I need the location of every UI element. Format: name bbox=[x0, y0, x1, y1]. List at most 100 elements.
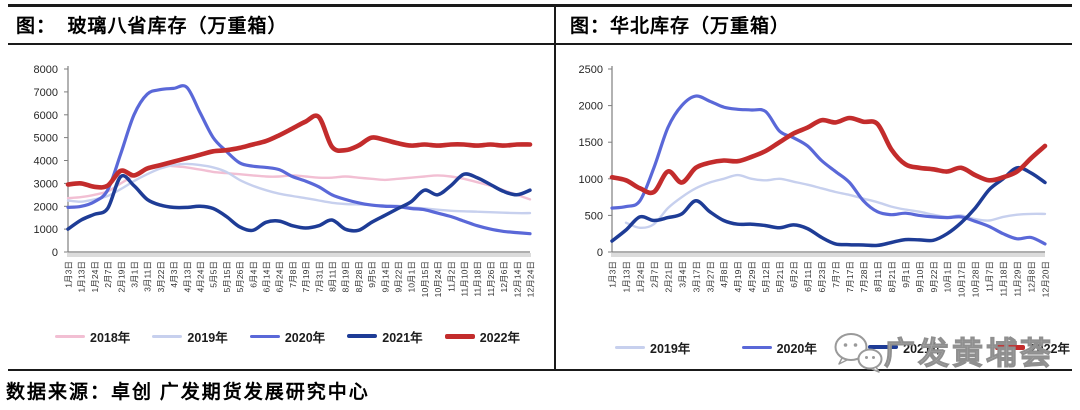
right-line-chart: 0 500 1000 1500 2000 2500 1月3日 1月13日 1月24日 2月7日 2月… bbox=[579, 64, 1051, 297]
legend-label: 2018年 bbox=[90, 330, 131, 345]
y-axis-label: 6000 bbox=[34, 110, 58, 122]
watermark: 广发黄埔荟 bbox=[832, 330, 1054, 376]
title-separator-line bbox=[8, 43, 1072, 45]
x-axis-label: 9月1日 bbox=[901, 261, 911, 288]
x-axis-label: 11月10日 bbox=[460, 261, 470, 297]
series-line-2019年 bbox=[624, 173, 1047, 230]
x-axis-label: 10月1日 bbox=[407, 261, 417, 293]
x-axis-label: 12月6日 bbox=[499, 261, 509, 293]
right-chart-legend: 2019年 2020年 2021年 2022年 bbox=[615, 338, 1070, 357]
legend-swatch bbox=[994, 344, 1025, 350]
x-axis-label: 10月17日 bbox=[957, 261, 967, 297]
x-axis-label: 5月12日 bbox=[761, 261, 771, 293]
watermark-text: 广发黄埔荟 bbox=[884, 335, 1054, 371]
legend-item-2018年: 2018年 bbox=[55, 327, 130, 346]
x-axis-label: 2月7日 bbox=[103, 261, 113, 288]
x-axis-label: 3月4日 bbox=[677, 261, 687, 288]
x-axis-label: 6月23日 bbox=[817, 261, 827, 293]
x-axis-label: 6月2日 bbox=[789, 261, 799, 288]
x-axis-label: 8月11日 bbox=[328, 261, 338, 292]
legend-item-2021年: 2021年 bbox=[347, 327, 423, 346]
legend-item-2022年: 2022年 bbox=[444, 327, 520, 346]
legend-item-2019年: 2019年 bbox=[152, 327, 228, 346]
series-line-2022年 bbox=[609, 115, 1048, 196]
x-axis-label: 3月1日 bbox=[130, 261, 140, 288]
x-axis-label: 7月17日 bbox=[845, 261, 855, 293]
x-axis-label: 7月28日 bbox=[859, 261, 869, 293]
x-axis-label: 11月2日 bbox=[446, 261, 456, 292]
x-axis-label: 1月24日 bbox=[90, 261, 100, 293]
x-axis-label: 1月3日 bbox=[64, 261, 74, 288]
y-axis-label: 500 bbox=[585, 210, 603, 222]
left-chart-title: 图： 玻璃八省库存（万重箱） bbox=[16, 16, 288, 37]
x-axis-label: 3月17日 bbox=[691, 261, 701, 293]
bottom-border-line bbox=[8, 369, 1072, 371]
x-axis-label: 11月7日 bbox=[985, 261, 995, 292]
x-axis-label: 11月18日 bbox=[999, 261, 1009, 297]
x-axis-label: 9月22日 bbox=[394, 261, 404, 293]
x-axis-label: 5月5日 bbox=[209, 261, 219, 288]
legend-label: 2019年 bbox=[187, 330, 228, 345]
x-axis-label: 3月11日 bbox=[143, 261, 153, 292]
x-axis-label: 11月18日 bbox=[473, 261, 483, 297]
x-axis-label: 9月14日 bbox=[380, 261, 390, 293]
y-axis-label: 0 bbox=[52, 247, 58, 259]
legend-swatch bbox=[444, 333, 475, 339]
legend-label: 2022年 bbox=[1029, 341, 1070, 356]
legend-item-2022年: 2022年 bbox=[994, 338, 1070, 357]
right-chart-title: 图：华北库存（万重箱） bbox=[570, 16, 791, 37]
x-axis-label: 1月13日 bbox=[622, 261, 632, 293]
x-axis-label: 12月14日 bbox=[512, 261, 522, 297]
legend-swatch bbox=[55, 334, 85, 338]
y-axis-label: 1000 bbox=[579, 174, 603, 186]
y-axis-label: 4000 bbox=[34, 156, 58, 168]
x-axis-label: 10月15日 bbox=[420, 261, 430, 297]
top-border-line bbox=[8, 4, 1072, 7]
y-axis-label: 1000 bbox=[34, 224, 58, 236]
series-line-2020年 bbox=[610, 94, 1047, 246]
legend-swatch bbox=[347, 334, 378, 338]
x-axis-label: 12月8日 bbox=[1027, 261, 1037, 293]
legend-label: 2019年 bbox=[650, 341, 691, 356]
y-axis-label: 2500 bbox=[579, 64, 603, 76]
x-axis-label: 9月10日 bbox=[915, 261, 925, 293]
left-chart-legend: 2018年 2019年 2020年 2021年 2022年 bbox=[55, 327, 520, 346]
legend-swatch bbox=[741, 345, 772, 349]
x-axis-label: 6月14日 bbox=[262, 261, 272, 293]
x-axis-label: 5月15日 bbox=[222, 261, 232, 293]
panel-divider-line bbox=[554, 4, 556, 371]
series-line-2022年 bbox=[65, 113, 533, 190]
y-axis-label: 3000 bbox=[34, 178, 58, 190]
x-axis-label: 9月22日 bbox=[929, 261, 939, 293]
x-axis-label: 8月21日 bbox=[887, 261, 897, 293]
x-axis-label: 4月13日 bbox=[182, 261, 192, 293]
x-axis-label: 2月7日 bbox=[649, 261, 659, 288]
x-axis-label: 6月11日 bbox=[803, 261, 813, 292]
left-line-chart: 0 1000 2000 3000 4000 5000 6000 7000 8000 1月3日 1月1… bbox=[34, 64, 536, 297]
legend-swatch bbox=[615, 345, 645, 349]
x-axis-label: 10月28日 bbox=[971, 261, 981, 297]
series-line-2019年 bbox=[66, 162, 532, 215]
y-axis-label: 2000 bbox=[34, 201, 58, 213]
legend-label: 2020年 bbox=[284, 330, 326, 345]
y-axis-label: 7000 bbox=[34, 87, 58, 99]
x-axis-label: 3月27日 bbox=[705, 261, 715, 293]
x-axis-label: 4月24日 bbox=[196, 261, 206, 293]
x-axis-label: 6月4日 bbox=[248, 261, 258, 288]
x-axis-label: 9月5日 bbox=[367, 261, 377, 288]
data-source-note: 数据来源：卓创 广发期货发展研究中心 bbox=[6, 382, 370, 403]
x-axis-label: 8月19日 bbox=[341, 261, 351, 293]
x-axis-label: 5月26日 bbox=[235, 261, 245, 293]
x-axis-label: 4月29日 bbox=[747, 261, 757, 293]
x-axis-label: 12月20日 bbox=[1041, 261, 1051, 297]
x-axis-label: 5月21日 bbox=[775, 261, 785, 293]
series-line-2020年 bbox=[66, 84, 532, 236]
x-axis-minor-ticks bbox=[67, 253, 531, 257]
x-axis-label: 1月13日 bbox=[77, 261, 87, 293]
x-axis-label: 8月11日 bbox=[873, 261, 883, 292]
legend-swatch bbox=[249, 334, 280, 338]
x-axis-label: 2月21日 bbox=[663, 261, 673, 293]
x-axis-label: 8月28日 bbox=[354, 261, 364, 293]
legend-item-2021年: 2021年 bbox=[868, 338, 943, 357]
x-axis-minor-ticks bbox=[611, 253, 1045, 257]
